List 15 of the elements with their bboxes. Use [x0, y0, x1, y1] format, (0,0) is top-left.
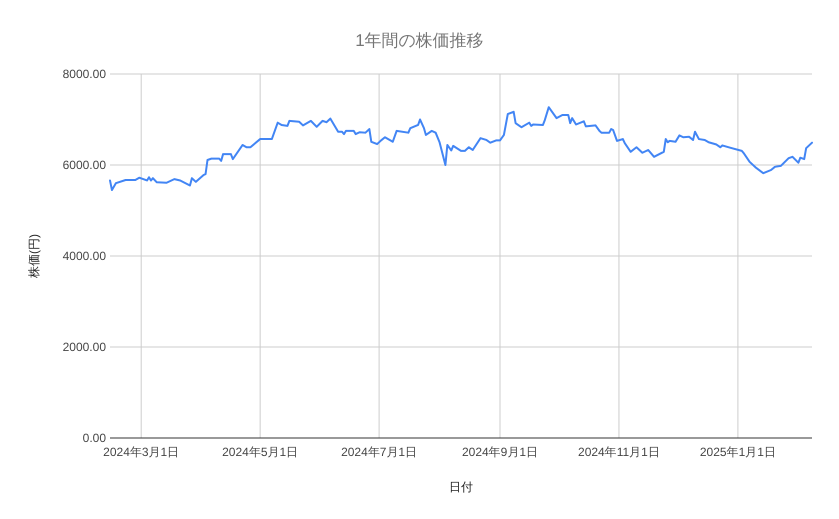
chart-title: 1年間の株価推移	[355, 31, 484, 50]
x-tick-label: 2025年1月1日	[700, 445, 776, 459]
x-tick-label: 2024年11月1日	[578, 445, 660, 459]
y-tick-label: 0.00	[82, 431, 106, 445]
y-tick-label: 6000.00	[62, 158, 106, 172]
y-tick-label: 8000.00	[62, 67, 106, 81]
x-tick-label: 2024年9月1日	[462, 445, 538, 459]
x-tick-label: 2024年3月1日	[103, 445, 180, 459]
x-axis-title: 日付	[449, 480, 473, 494]
y-axis-title: 株価(円)	[27, 234, 41, 279]
x-tick-label: 2024年5月1日	[222, 445, 298, 459]
y-tick-label: 4000.00	[62, 249, 106, 263]
x-tick-label: 2024年7月1日	[341, 445, 418, 459]
y-tick-label: 2000.00	[62, 340, 106, 354]
line-series	[109, 106, 813, 192]
